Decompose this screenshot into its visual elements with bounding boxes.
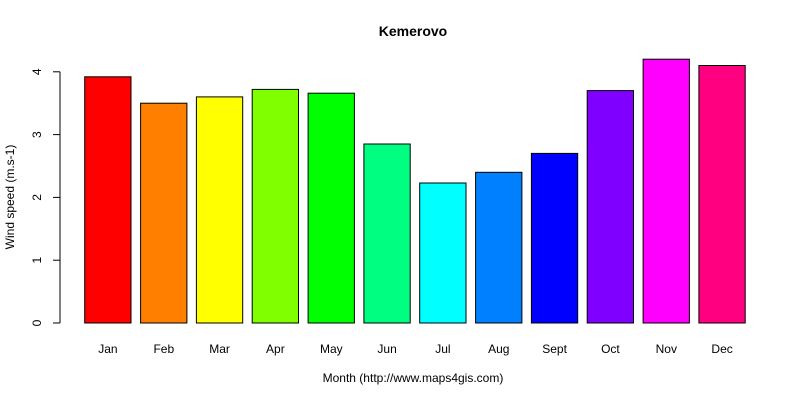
x-tick-labels: Jan Feb Mar Apr May Jun Jul Aug Sept Oct Nov Dec bbox=[98, 342, 733, 356]
x-tick-label-mar: Mar bbox=[209, 342, 230, 356]
y-tick-label-4: 4 bbox=[30, 68, 44, 75]
y-tick-label-3: 3 bbox=[30, 131, 44, 138]
x-tick-label-jun: Jun bbox=[377, 342, 396, 356]
bar-mar bbox=[195, 96, 244, 324]
bar-dec bbox=[698, 65, 746, 324]
y-axis: 0 1 2 3 4 bbox=[30, 68, 61, 326]
bar-oct bbox=[586, 90, 635, 324]
bar-apr bbox=[251, 88, 299, 324]
x-tick-label-sept: Sept bbox=[542, 342, 567, 356]
bar-nov bbox=[642, 58, 690, 324]
bar-jan bbox=[84, 76, 132, 324]
y-tick-label-2: 2 bbox=[30, 194, 44, 201]
chart-title: Kemerovo bbox=[379, 23, 447, 39]
x-tick-label-aug: Aug bbox=[488, 342, 509, 356]
x-axis-label: Month (http://www.maps4gis.com) bbox=[323, 371, 504, 385]
x-tick-label-dec: Dec bbox=[711, 342, 732, 356]
y-tick-label-1: 1 bbox=[30, 257, 44, 264]
y-axis-label: Wind speed (m.s-1) bbox=[3, 145, 17, 250]
x-tick-label-jan: Jan bbox=[98, 342, 117, 356]
bar-jul bbox=[419, 182, 467, 324]
x-tick-label-feb: Feb bbox=[153, 342, 174, 356]
bar-sept bbox=[530, 152, 579, 324]
y-tick-label-0: 0 bbox=[30, 319, 44, 326]
x-tick-label-jul: Jul bbox=[435, 342, 450, 356]
x-tick-label-oct: Oct bbox=[601, 342, 620, 356]
bar-may bbox=[307, 92, 355, 324]
bar-aug bbox=[475, 171, 523, 324]
bars-layer bbox=[84, 58, 746, 324]
x-tick-label-nov: Nov bbox=[656, 342, 677, 356]
bar-feb bbox=[140, 102, 188, 324]
bar-jun bbox=[363, 143, 411, 324]
x-tick-label-apr: Apr bbox=[266, 342, 285, 356]
x-tick-label-may: May bbox=[320, 342, 343, 356]
